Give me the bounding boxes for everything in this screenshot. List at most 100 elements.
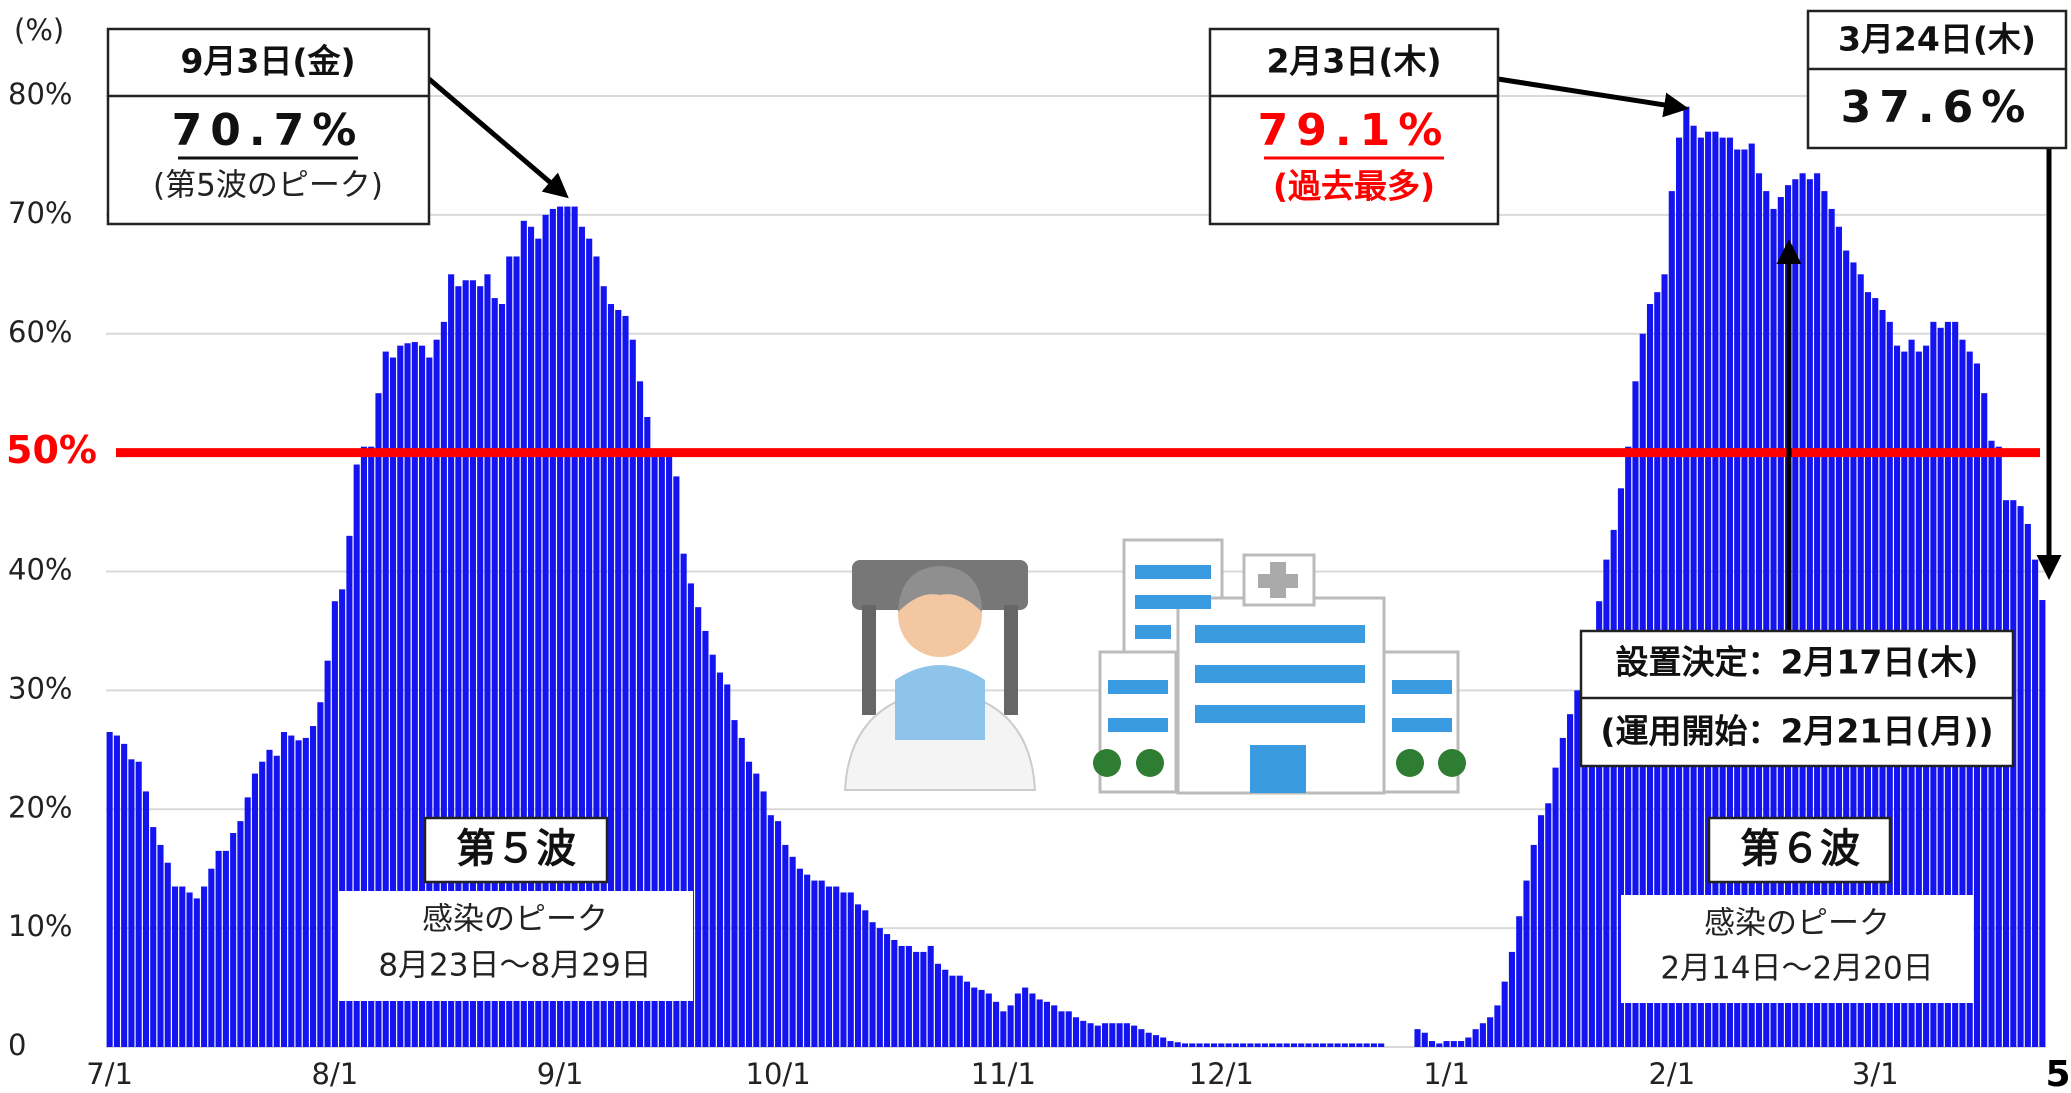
- bar: [1029, 994, 1035, 1047]
- bar: [848, 892, 854, 1047]
- y-tick-label: 0: [8, 1028, 26, 1062]
- x-tick-label: 10/1: [746, 1057, 811, 1091]
- bar: [928, 946, 934, 1047]
- bar: [1189, 1043, 1195, 1047]
- bar: [790, 857, 796, 1047]
- bar: [1364, 1043, 1370, 1047]
- bar: [2018, 506, 2024, 1047]
- bar: [1226, 1043, 1232, 1047]
- bar: [194, 898, 200, 1047]
- bar: [1567, 714, 1573, 1047]
- hospital-illustration: [1093, 540, 1466, 793]
- x-tick-label: 3/1: [1852, 1057, 1899, 1091]
- bar: [179, 887, 185, 1047]
- y-tick-label: 60%: [8, 315, 72, 349]
- bar: [128, 759, 134, 1047]
- bar: [1458, 1041, 1464, 1047]
- bar: [1502, 982, 1508, 1047]
- bar: [1356, 1043, 1362, 1047]
- bar: [710, 655, 716, 1047]
- bar: [877, 928, 883, 1047]
- wave-note: 感染のピーク: [422, 902, 608, 938]
- bar: [804, 875, 810, 1047]
- bar: [1436, 1043, 1442, 1047]
- bar: [768, 815, 774, 1047]
- bar: [1109, 1023, 1115, 1047]
- bar: [1298, 1043, 1304, 1047]
- bar: [216, 851, 222, 1047]
- bar: [913, 952, 919, 1047]
- bar: [1552, 768, 1558, 1047]
- y-tick-label: 80%: [8, 77, 72, 111]
- wave-label: 第６波: [1740, 826, 1860, 872]
- x-tick-label: 7/1: [86, 1057, 133, 1091]
- bar: [1022, 988, 1028, 1047]
- bar: [702, 631, 708, 1047]
- x-tick-label: 2/1: [1648, 1057, 1695, 1091]
- bar: [1095, 1026, 1101, 1047]
- x-tick-label: 1/1: [1423, 1057, 1470, 1091]
- bar: [884, 934, 890, 1047]
- callout-value: 79.1%: [1258, 105, 1451, 156]
- bar: [1117, 1023, 1123, 1047]
- y-tick-label: 10%: [8, 909, 72, 943]
- threshold-label: 50%: [6, 428, 97, 472]
- bar: [1480, 1023, 1486, 1047]
- bar: [1037, 999, 1043, 1047]
- bar: [993, 1002, 999, 1047]
- bar: [237, 821, 243, 1047]
- bar: [1378, 1043, 1384, 1047]
- wave-note: 感染のピーク: [1704, 906, 1890, 942]
- bar: [1211, 1043, 1217, 1047]
- bar: [1196, 1043, 1202, 1047]
- bar: [1182, 1043, 1188, 1047]
- bar: [775, 821, 781, 1047]
- bar: [811, 881, 817, 1047]
- chart: 010%20%30%40%60%70%80%7/18/19/110/111/11…: [0, 0, 2071, 1093]
- bar: [252, 774, 258, 1047]
- y-tick-label: 40%: [8, 553, 72, 587]
- callout-note: (過去最多): [1273, 167, 1435, 206]
- x-tick-label: 9/1: [537, 1057, 584, 1091]
- bar: [1611, 530, 1617, 1047]
- bar: [1015, 994, 1021, 1047]
- callout-peak6: 2月3日(木) 79.1% (過去最多): [1210, 29, 1498, 224]
- bar: [303, 738, 309, 1047]
- bar: [1160, 1037, 1166, 1047]
- bar: [1058, 1011, 1064, 1047]
- bar: [2003, 500, 2009, 1047]
- bar: [266, 750, 272, 1047]
- bar: [310, 726, 316, 1047]
- bar: [165, 863, 171, 1047]
- bar: [724, 684, 730, 1047]
- bar: [274, 756, 280, 1047]
- bar: [920, 952, 926, 1047]
- bar: [1153, 1035, 1159, 1047]
- bar: [1138, 1029, 1144, 1047]
- bar: [971, 988, 977, 1047]
- bar: [317, 702, 323, 1047]
- bar: [1204, 1043, 1210, 1047]
- bar: [288, 736, 294, 1047]
- bar: [1414, 1029, 1420, 1047]
- callout-date: 2月3日(木): [1266, 42, 1441, 81]
- bar: [1342, 1043, 1348, 1047]
- bar: [731, 720, 737, 1047]
- x-tick-label: 12/1: [1189, 1057, 1254, 1091]
- bar: [782, 845, 788, 1047]
- bar: [1465, 1037, 1471, 1047]
- bar: [1218, 1043, 1224, 1047]
- bar: [862, 910, 868, 1047]
- bar: [1509, 952, 1515, 1047]
- callout-date: 9月3日(金): [180, 42, 355, 81]
- bar: [761, 791, 767, 1047]
- bar: [1429, 1041, 1435, 1047]
- bar: [1240, 1043, 1246, 1047]
- bar: [114, 736, 120, 1047]
- bar: [281, 732, 287, 1047]
- bar: [964, 982, 970, 1047]
- bar: [325, 661, 331, 1047]
- bar: [143, 791, 149, 1047]
- bar: [1305, 1043, 1311, 1047]
- bar: [942, 970, 948, 1047]
